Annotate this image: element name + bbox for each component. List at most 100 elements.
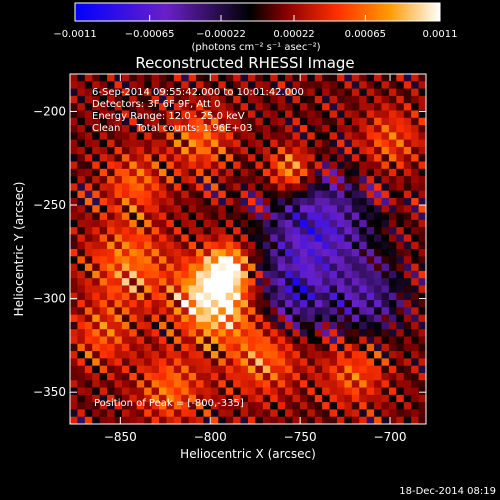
heatmap-cell [307, 358, 316, 367]
heatmap-cell [322, 314, 330, 323]
heatmap-cell [121, 409, 130, 418]
heatmap-cell [196, 285, 204, 294]
heatmap-cell [381, 95, 390, 104]
heatmap-cell [151, 241, 160, 250]
heatmap-cell [396, 314, 405, 323]
heatmap-cell [233, 394, 241, 403]
heatmap-cell [366, 103, 375, 111]
heatmap-cell [121, 176, 130, 184]
heatmap-cell [255, 176, 264, 184]
heatmap-cell [129, 372, 138, 381]
heatmap-cell [255, 249, 264, 257]
heatmap-cell [84, 351, 93, 359]
heatmap-cell [188, 110, 197, 119]
heatmap-cell [314, 241, 323, 250]
heatmap-cell [262, 372, 271, 381]
heatmap-cell [107, 125, 115, 133]
heatmap-cell [121, 132, 130, 141]
heatmap-cell [248, 380, 256, 388]
heatmap-cell [366, 88, 375, 97]
heatmap-cell [240, 372, 249, 381]
heatmap-cell [210, 161, 219, 170]
heatmap-cell [92, 343, 101, 352]
heatmap-cell [173, 197, 182, 206]
heatmap-cell [121, 88, 130, 97]
heatmap-cell [299, 74, 308, 82]
heatmap-cell [225, 161, 234, 170]
heatmap-cell [233, 168, 241, 177]
heatmap-cell [225, 176, 234, 184]
heatmap-cell [299, 139, 308, 148]
heatmap-cell [151, 285, 160, 294]
heatmap-cell [173, 234, 182, 243]
heatmap-cell [381, 139, 390, 148]
heatmap-cell [166, 409, 175, 418]
heatmap-cell [173, 387, 182, 396]
heatmap-cell [344, 329, 353, 337]
heatmap-cell [322, 234, 330, 243]
heatmap-cell [114, 285, 123, 294]
heatmap-cell [196, 380, 204, 388]
heatmap-cell [233, 95, 241, 104]
heatmap-cell [366, 146, 375, 155]
heatmap-cell [144, 88, 152, 97]
heatmap-cell [344, 103, 353, 111]
heatmap-cell [255, 307, 264, 316]
heatmap-cell [322, 365, 330, 374]
heatmap-cell [166, 278, 175, 286]
heatmap-cell [403, 161, 412, 170]
heatmap-cell [129, 161, 138, 170]
heatmap-cell [166, 329, 175, 337]
heatmap-cell [84, 161, 93, 170]
heatmap-cell [351, 365, 360, 374]
heatmap-cell [270, 380, 279, 388]
heatmap-cell [173, 183, 182, 192]
heatmap-cell [403, 81, 412, 89]
heatmap-cell [196, 205, 204, 213]
heatmap-cell [299, 307, 308, 316]
heatmap-cell [248, 314, 256, 323]
heatmap-cell [136, 95, 145, 104]
heatmap-cell [114, 278, 123, 286]
heatmap-cell [314, 132, 323, 141]
heatmap-cell [166, 387, 175, 396]
heatmap-cell [351, 263, 360, 272]
heatmap-cell [366, 154, 375, 162]
heatmap-cell [92, 176, 101, 184]
heatmap-cell [77, 132, 86, 141]
heatmap-cell [92, 285, 101, 294]
heatmap-cell [248, 183, 256, 192]
heatmap-cell [248, 343, 256, 352]
heatmap-cell [411, 176, 419, 184]
heatmap-cell [196, 212, 204, 221]
heatmap-cell [285, 307, 293, 316]
heatmap-cell [299, 190, 308, 199]
heatmap-cell [418, 336, 427, 345]
heatmap-cell [262, 343, 271, 352]
heatmap-cell [366, 314, 375, 323]
heatmap-cell [77, 402, 86, 410]
heatmap-cell [381, 146, 390, 155]
heatmap-cell [136, 365, 145, 374]
heatmap-cell [218, 351, 227, 359]
heatmap-cell [166, 110, 175, 119]
heatmap-cell [136, 212, 145, 221]
heatmap-cell [277, 307, 286, 316]
heatmap-cell [262, 117, 271, 126]
heatmap-cell [70, 183, 78, 192]
heatmap-cell [403, 321, 412, 330]
heatmap-cell [351, 321, 360, 330]
heatmap-cell [351, 95, 360, 104]
heatmap-cell [388, 103, 397, 111]
heatmap-cell [337, 212, 345, 221]
heatmap-cell [181, 139, 190, 148]
heatmap-cell [159, 110, 167, 119]
heatmap-cell [322, 387, 330, 396]
heatmap-cell [248, 365, 256, 374]
heatmap-cell [359, 74, 368, 82]
heatmap-cell [188, 183, 197, 192]
heatmap-cell [307, 285, 316, 294]
heatmap-cell [396, 387, 405, 396]
heatmap-cell [411, 219, 419, 228]
heatmap-cell [366, 168, 375, 177]
